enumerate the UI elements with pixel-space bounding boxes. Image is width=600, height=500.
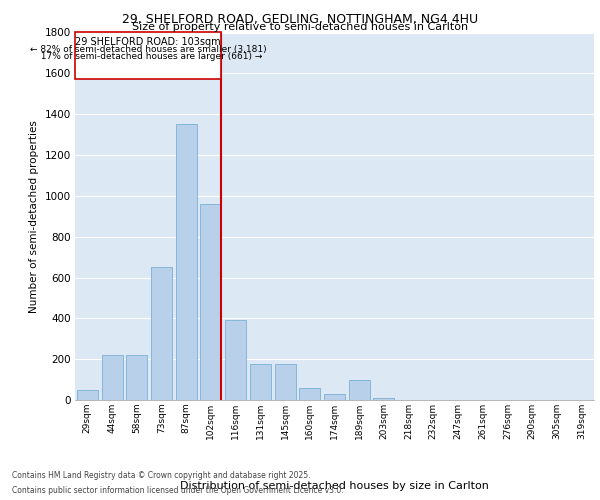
Text: 29 SHELFORD ROAD: 103sqm: 29 SHELFORD ROAD: 103sqm — [76, 37, 221, 47]
Bar — [349, 380, 370, 400]
Y-axis label: Number of semi-detached properties: Number of semi-detached properties — [29, 120, 39, 312]
Bar — [250, 364, 271, 400]
X-axis label: Distribution of semi-detached houses by size in Carlton: Distribution of semi-detached houses by … — [180, 481, 489, 491]
Bar — [75, 32, 221, 80]
Text: Contains public sector information licensed under the Open Government Licence v3: Contains public sector information licen… — [12, 486, 344, 495]
Bar — [151, 268, 172, 400]
Bar — [200, 204, 221, 400]
Bar — [299, 388, 320, 400]
Bar — [324, 394, 345, 400]
Text: ← 82% of semi-detached houses are smaller (3,181): ← 82% of semi-detached houses are smalle… — [30, 45, 266, 54]
Text: 29, SHELFORD ROAD, GEDLING, NOTTINGHAM, NG4 4HU: 29, SHELFORD ROAD, GEDLING, NOTTINGHAM, … — [122, 12, 478, 26]
Bar — [275, 364, 296, 400]
Text: Contains HM Land Registry data © Crown copyright and database right 2025.: Contains HM Land Registry data © Crown c… — [12, 471, 311, 480]
Text: Size of property relative to semi-detached houses in Carlton: Size of property relative to semi-detach… — [132, 22, 468, 32]
Bar — [77, 390, 98, 400]
Bar — [225, 320, 246, 400]
Bar — [373, 398, 394, 400]
Bar — [126, 355, 147, 400]
Bar — [101, 355, 122, 400]
Bar — [176, 124, 197, 400]
Text: 17% of semi-detached houses are larger (661) →: 17% of semi-detached houses are larger (… — [35, 52, 262, 61]
